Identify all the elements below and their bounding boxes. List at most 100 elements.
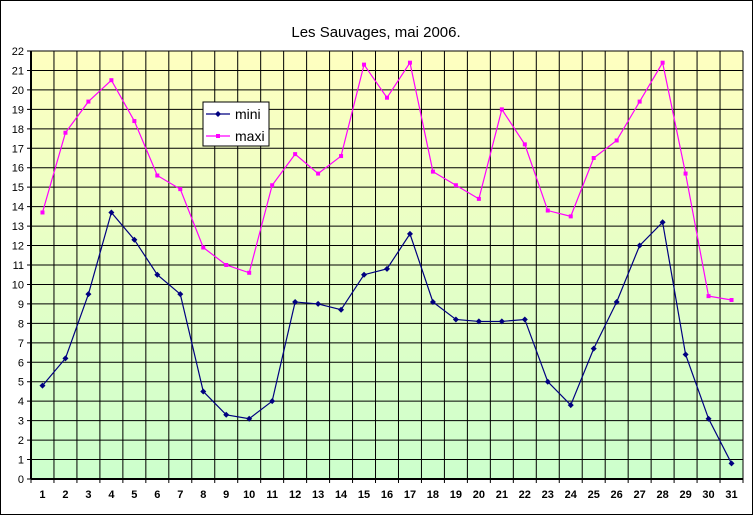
- y-tick-label: 11: [13, 260, 24, 272]
- data-point-maxi: [247, 270, 252, 275]
- x-tick-label: 17: [404, 489, 416, 501]
- x-axis: 1 2 3 4 5 6 7 8 9 10 11 12 13 14 15 16 17 18 19 20 21 22 23 24 2…: [39, 489, 737, 501]
- data-point-maxi: [178, 187, 183, 192]
- data-point-maxi: [476, 196, 481, 201]
- data-point-maxi: [339, 154, 344, 159]
- data-point-mini: [705, 415, 712, 422]
- data-point-mini: [636, 242, 643, 249]
- y-tick-label: 9: [18, 299, 24, 311]
- data-point-mini: [315, 300, 322, 307]
- data-point-mini: [590, 345, 597, 352]
- data-point-mini: [200, 388, 207, 395]
- chart-title: Les Sauvages, mai 2006.: [291, 24, 460, 41]
- data-point-maxi: [545, 208, 550, 213]
- legend-mini-label: mini: [235, 106, 261, 122]
- x-tick-label: 19: [450, 489, 462, 501]
- data-point-mini: [39, 382, 46, 389]
- data-point-maxi: [132, 119, 137, 124]
- data-point-maxi: [224, 263, 229, 267]
- data-point-maxi: [637, 99, 642, 104]
- x-tick-label: 30: [702, 489, 714, 501]
- x-tick-label: 13: [312, 489, 324, 501]
- x-tick-label: 16: [381, 489, 393, 501]
- x-tick-label: 7: [177, 489, 183, 501]
- x-tick-label: 6: [154, 489, 160, 501]
- x-tick-label: 4: [108, 489, 115, 501]
- y-tick-label: 6: [18, 357, 24, 369]
- series-group: [39, 60, 735, 467]
- x-tick-label: 15: [358, 489, 370, 501]
- y-tick-label: 8: [18, 318, 24, 330]
- y-tick-label: 1: [18, 455, 24, 467]
- data-point-mini: [223, 411, 230, 418]
- x-tick-label: 10: [243, 489, 255, 501]
- x-tick-label: 12: [289, 489, 301, 501]
- data-point-maxi: [385, 95, 389, 100]
- x-tick-label: 8: [200, 489, 206, 501]
- data-point-maxi: [614, 138, 619, 143]
- y-tick-label: 22: [12, 46, 24, 58]
- x-tick-label: 2: [62, 489, 68, 501]
- x-tick-label: 28: [656, 489, 668, 501]
- y-tick-label: 4: [18, 396, 24, 408]
- x-tick-label: 20: [473, 489, 485, 501]
- data-point-mini: [85, 291, 92, 298]
- x-tick-label: 24: [565, 489, 578, 501]
- legend: mini maxi: [202, 101, 270, 147]
- x-tick-label: 29: [679, 489, 691, 501]
- data-point-mini: [659, 219, 666, 226]
- data-point-maxi: [591, 156, 596, 160]
- data-point-mini: [292, 298, 299, 305]
- data-point-maxi: [86, 99, 91, 104]
- y-tick-label: 12: [12, 241, 24, 253]
- data-point-maxi: [40, 210, 45, 215]
- x-tick-label: 5: [131, 489, 137, 501]
- x-tick-label: 23: [542, 489, 554, 501]
- data-point-maxi: [407, 60, 412, 65]
- data-point-maxi: [706, 294, 711, 299]
- data-point-mini: [682, 351, 689, 358]
- data-point-maxi: [270, 183, 275, 188]
- data-point-mini: [567, 402, 574, 409]
- data-point-maxi: [109, 78, 114, 83]
- y-tick-label: 16: [12, 163, 24, 175]
- y-tick-label: 17: [12, 143, 24, 155]
- data-point-mini: [246, 415, 253, 422]
- data-point-maxi: [453, 183, 458, 188]
- y-tick-label: 15: [12, 182, 24, 194]
- x-tick-label: 27: [634, 489, 646, 501]
- data-point-mini: [154, 271, 161, 278]
- data-point-maxi: [155, 173, 160, 178]
- data-point-maxi: [201, 245, 206, 250]
- data-point-mini: [429, 298, 436, 305]
- data-point-maxi: [63, 130, 68, 135]
- x-tick-label: 3: [85, 489, 91, 501]
- y-tick-label: 3: [18, 416, 24, 428]
- legend-maxi-label: maxi: [235, 128, 265, 144]
- x-tick-label: 1: [39, 489, 45, 501]
- data-point-mini: [728, 460, 735, 467]
- data-point-mini: [498, 318, 505, 325]
- y-tick-label: 20: [12, 85, 24, 97]
- data-point-mini: [384, 265, 390, 272]
- data-point-mini: [361, 271, 368, 278]
- data-point-maxi: [362, 62, 367, 67]
- data-point-mini: [131, 236, 138, 243]
- data-point-maxi: [293, 152, 298, 157]
- x-tick-label: 25: [588, 489, 600, 501]
- x-tick-label: 21: [496, 489, 508, 501]
- data-point-maxi: [522, 142, 527, 147]
- data-point-maxi: [683, 171, 688, 176]
- data-point-mini: [406, 230, 413, 237]
- data-point-mini: [108, 209, 115, 216]
- data-point-mini: [613, 298, 620, 305]
- y-tick-label: 2: [18, 435, 24, 447]
- y-tick-label: 21: [12, 65, 24, 77]
- x-tick-label: 14: [335, 489, 348, 501]
- y-tick-label: 14: [12, 202, 24, 214]
- data-point-maxi: [660, 60, 665, 65]
- x-tick-label: 22: [519, 489, 531, 501]
- data-point-mini: [544, 378, 551, 385]
